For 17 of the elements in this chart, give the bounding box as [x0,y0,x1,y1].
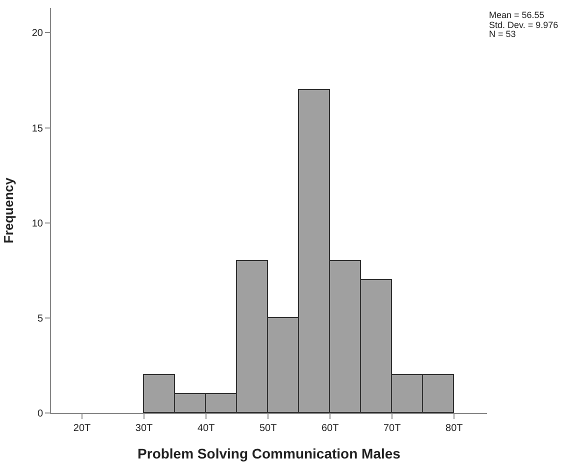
x-tick-label: 30T [135,423,153,434]
text: Mean = 56.55 [489,10,544,20]
y-tick-label: 20 [32,28,44,40]
y-tick-label: 5 [37,313,44,324]
y-tick-label: 0 [37,408,44,420]
x-axis-title: Problem Solving Communication Males [138,445,401,462]
y-tick-label: 10 [32,218,44,230]
x-tick-label: 40T [197,423,215,434]
text: N = 53 [489,29,516,39]
x-tick-label: 60T [321,423,339,434]
x-tick-label: 70T [383,423,401,434]
x-tick-label: 50T [259,423,277,434]
y-axis-title: Frequency [0,176,16,244]
x-tick-label: 80T [446,423,463,434]
text: Std. Dev. = 9.976 [489,20,558,30]
x-tick-label: 20T [73,423,91,434]
y-tick-label: 15 [32,123,44,134]
